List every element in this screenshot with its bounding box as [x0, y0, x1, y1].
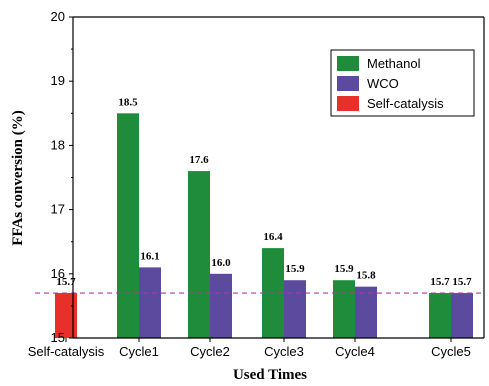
x-tick-label: Cycle2: [190, 344, 230, 359]
data-label: 15.9: [334, 263, 354, 275]
bar-methanol-cycle1: [117, 113, 139, 338]
bar-self-catalysis-self-catalysis: [55, 293, 77, 338]
data-label: 15.8: [356, 270, 376, 282]
y-tick-label: 15: [51, 330, 65, 345]
legend: Methanol WCO Self-catalysis: [330, 49, 475, 117]
bar-wco-cycle5: [451, 293, 473, 338]
bar-methanol-cycle4: [333, 280, 355, 338]
y-axis-title: FFAs conversion (%): [10, 110, 26, 246]
y-tick-label: 17: [51, 202, 65, 217]
x-tick-label: Cycle4: [335, 344, 375, 359]
data-label: 16.1: [140, 250, 159, 262]
x-tick-label: Cycle5: [431, 344, 471, 359]
y-tick-label: 18: [51, 137, 65, 152]
x-tick-label: Cycle3: [264, 344, 304, 359]
data-label: 15.9: [285, 263, 305, 275]
data-label: 16.0: [211, 257, 231, 269]
bar-wco-cycle4: [355, 286, 377, 338]
bar-methanol-cycle2: [188, 171, 210, 338]
data-label: 15.7: [430, 276, 450, 288]
legend-label: Self-catalysis: [367, 96, 444, 111]
data-label: 17.6: [189, 154, 209, 166]
bar-wco-cycle1: [139, 267, 161, 338]
data-label: 18.5: [118, 96, 138, 108]
legend-swatch: [337, 56, 359, 71]
legend-swatch: [337, 76, 359, 91]
legend-swatch: [337, 96, 359, 111]
data-label: 15.7: [452, 276, 472, 288]
x-tick-label: Cycle1: [119, 344, 159, 359]
bar-wco-cycle3: [284, 280, 306, 338]
y-tick-label: 20: [51, 9, 65, 24]
data-label: 16.4: [263, 231, 283, 243]
data-label: 15.7: [56, 276, 76, 288]
legend-label: WCO: [367, 76, 399, 91]
x-tick-label: Self-catalysis: [28, 344, 105, 359]
y-tick-label: 19: [51, 73, 65, 88]
legend-label: Methanol: [367, 56, 421, 71]
y-tick-label: 16: [51, 266, 65, 281]
bar-wco-cycle2: [210, 273, 232, 338]
bar-methanol-cycle5: [429, 293, 451, 338]
x-axis-title: Used Times: [233, 367, 307, 383]
